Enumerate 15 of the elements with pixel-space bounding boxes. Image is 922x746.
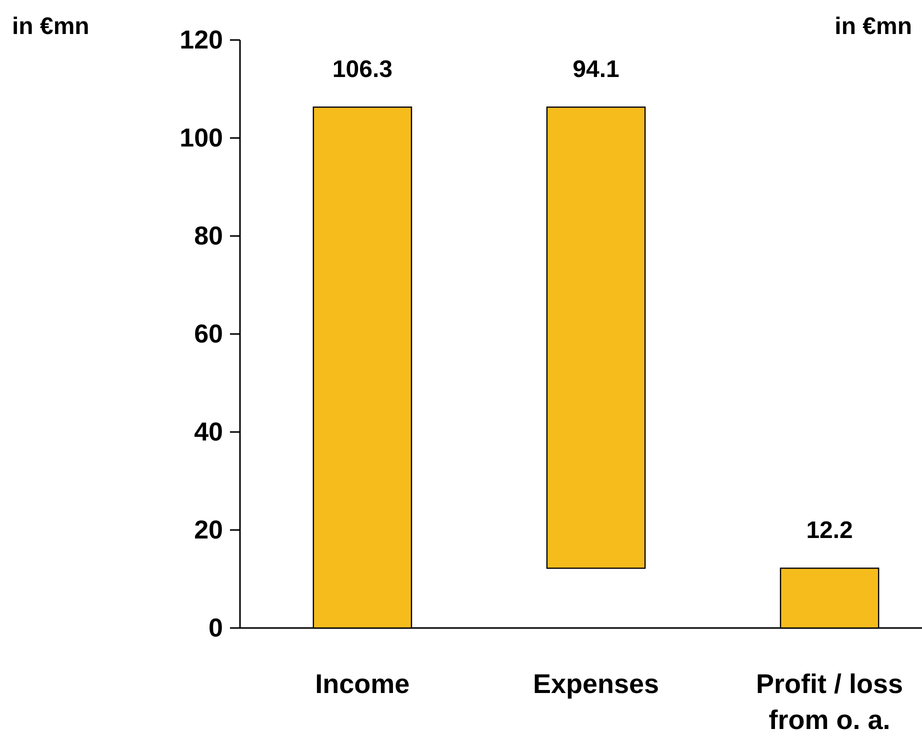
x-tick-label: Income [315, 669, 410, 699]
y-tick-label: 0 [208, 612, 223, 642]
data-label: 106.3 [332, 56, 392, 84]
y-tick-label: 80 [194, 220, 223, 250]
data-label: 94.1 [572, 56, 620, 84]
y-tick-label: 60 [194, 318, 223, 348]
annotation: in €mn [834, 13, 912, 40]
y-tick-label: 120 [180, 24, 223, 54]
data-label: 12.2 [806, 517, 853, 544]
x-tick-label: Expenses [532, 669, 660, 699]
x-tick-label: Profit / loss from o. a. [756, 669, 904, 735]
y-tick-label: 40 [194, 416, 223, 446]
y-axis-title: in €mn [12, 13, 90, 40]
y-tick-label: 100 [180, 122, 223, 152]
y-tick-label: 20 [194, 514, 223, 544]
